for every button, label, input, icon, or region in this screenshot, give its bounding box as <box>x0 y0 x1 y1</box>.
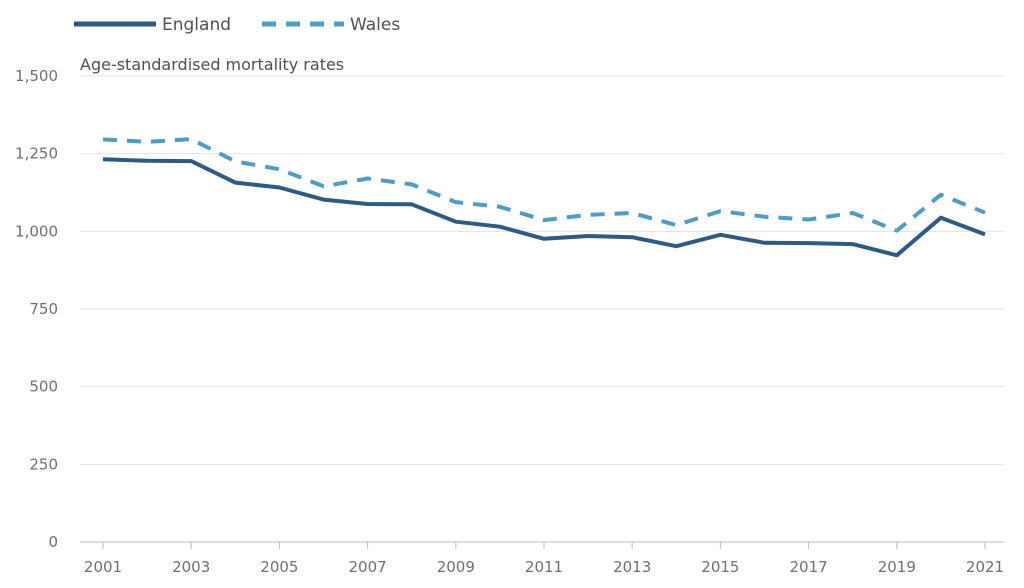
x-tick-label: 2007 <box>349 558 387 576</box>
legend-label-england: England <box>162 15 231 35</box>
legend: England Wales <box>74 15 400 35</box>
x-tick-label: 2017 <box>790 558 828 576</box>
x-tick-label: 2013 <box>613 558 651 576</box>
y-axis-ticks: 0 250 500 750 1,000 1,250 1,500 <box>15 67 58 551</box>
y-axis-title: Age-standardised mortality rates <box>80 55 344 74</box>
y-tick-label: 1,250 <box>15 145 58 163</box>
x-tick-label: 2021 <box>966 558 1004 576</box>
x-tick-label: 2011 <box>525 558 563 576</box>
series-lines <box>102 137 986 258</box>
gridlines <box>80 75 1004 543</box>
x-tick-label: 2005 <box>260 558 298 576</box>
series-line-england <box>102 157 986 258</box>
x-tick-label: 2001 <box>84 558 122 576</box>
x-tick-label: 2019 <box>878 558 916 576</box>
x-tick-label: 2003 <box>172 558 210 576</box>
y-tick-label: 500 <box>29 378 58 396</box>
series-line-wales <box>102 137 986 233</box>
y-tick-label: 1,500 <box>15 67 58 85</box>
x-tick-label: 2015 <box>701 558 739 576</box>
y-tick-label: 0 <box>48 533 58 551</box>
x-axis-ticks: 2001 2003 2005 2007 2009 2011 2013 2015 2017 2019… <box>84 542 1004 576</box>
y-tick-label: 750 <box>29 300 58 318</box>
legend-label-wales: Wales <box>350 15 400 35</box>
x-tick-label: 2009 <box>437 558 475 576</box>
y-tick-label: 250 <box>29 455 58 473</box>
y-tick-label: 1,000 <box>15 222 58 240</box>
